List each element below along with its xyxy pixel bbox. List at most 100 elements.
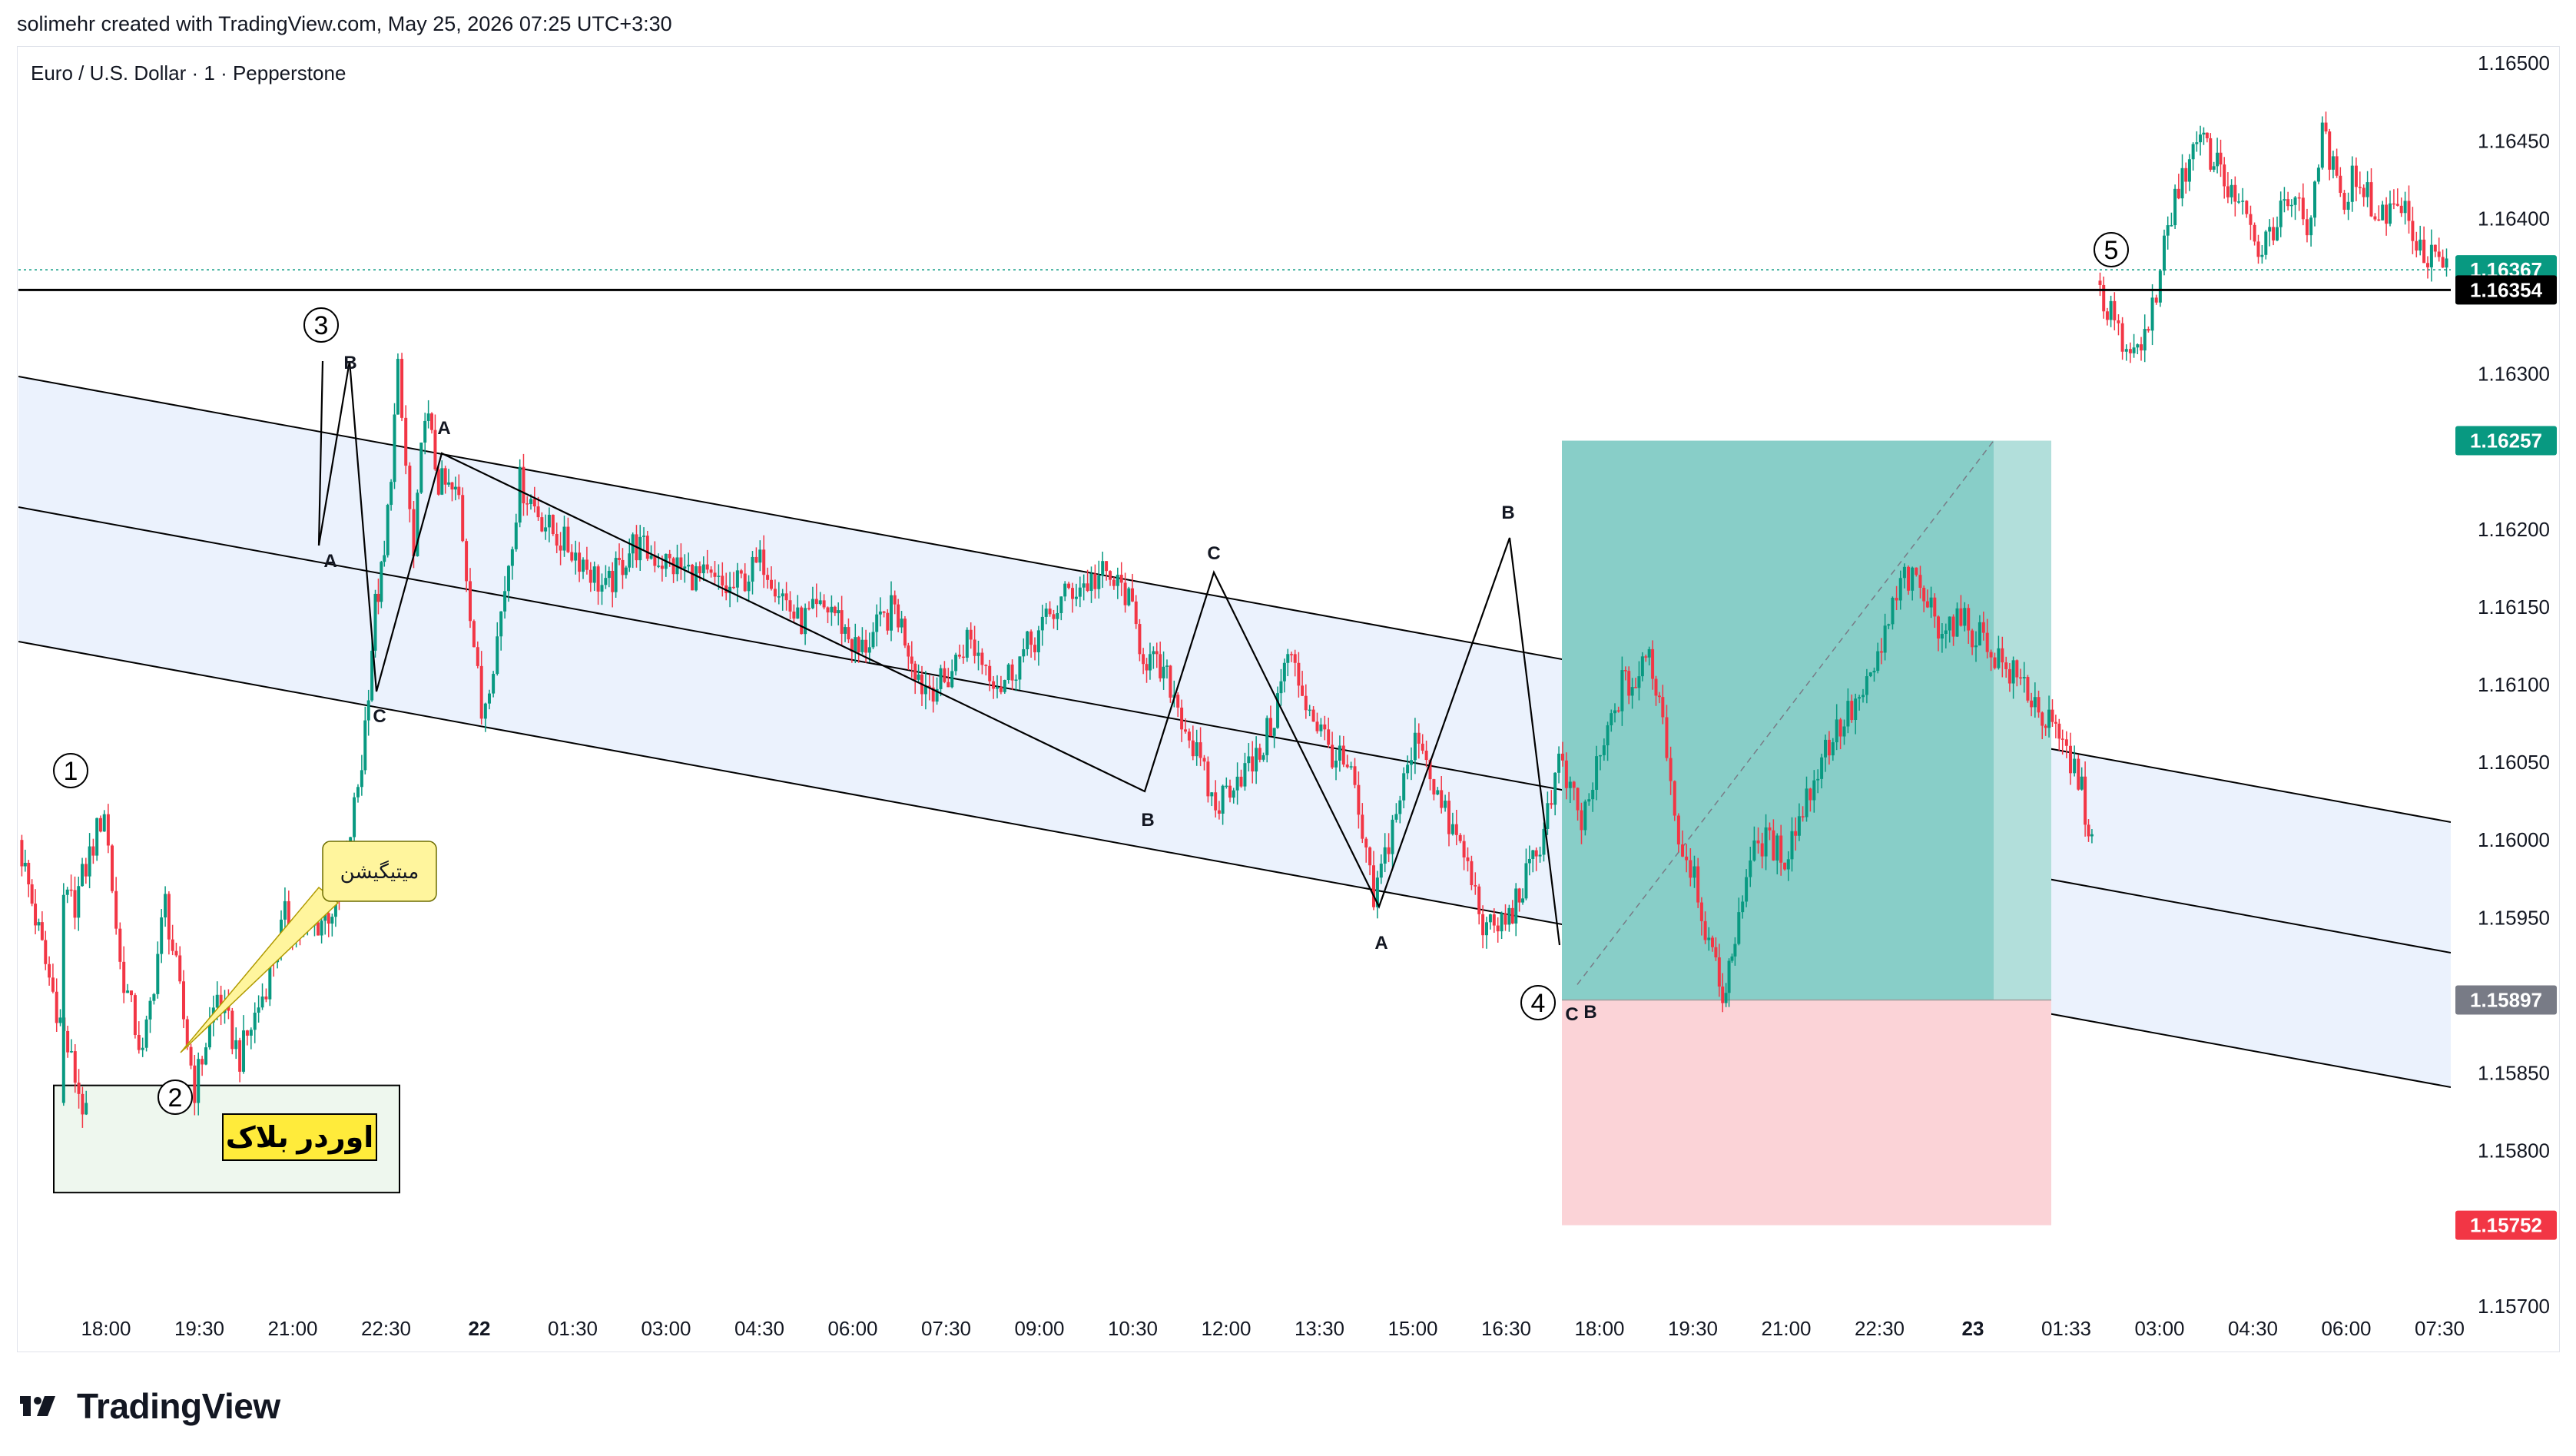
candle-body	[1868, 672, 1872, 677]
candle-body	[961, 656, 965, 658]
candle-body	[1613, 710, 1616, 714]
candle-body	[469, 581, 472, 622]
candle-body	[2437, 251, 2441, 257]
candle-body	[66, 1030, 70, 1053]
candle-body	[1485, 922, 1488, 936]
wave-label-1: 1	[64, 757, 78, 786]
candle-body	[1572, 781, 1576, 788]
candle-body	[137, 1035, 141, 1050]
candle-body	[1879, 651, 1883, 653]
candle-body	[483, 703, 487, 719]
abc-label-c: C	[373, 706, 386, 727]
candle-body	[73, 1051, 77, 1083]
time-axis-tick: 06:00	[2321, 1317, 2371, 1340]
candle-body	[592, 566, 596, 583]
wave-label-circle	[157, 1080, 193, 1115]
candle-body	[1152, 651, 1155, 655]
candle-body	[1368, 847, 1372, 866]
candle-body	[943, 668, 947, 682]
candle-body	[1940, 634, 1944, 639]
candle-body	[2230, 184, 2233, 197]
candle-body	[69, 1051, 73, 1053]
candle-body	[40, 922, 44, 940]
candle-body	[1180, 707, 1184, 730]
candle-body	[156, 954, 160, 994]
candle-body	[2328, 131, 2332, 170]
candle-body	[1323, 724, 1327, 730]
candle-body	[81, 864, 85, 887]
order-block-label: اوردر بلاک	[226, 1122, 374, 1155]
candle-body	[2177, 188, 2180, 199]
candle-body	[2117, 320, 2120, 323]
candle-body	[2272, 227, 2276, 240]
candle-body	[1623, 670, 1627, 672]
candle-body	[1760, 843, 1764, 857]
candle-body	[2105, 311, 2109, 320]
candle-body	[1454, 824, 1458, 835]
candle-body	[2226, 186, 2230, 197]
candle-body	[2098, 280, 2102, 285]
candle-body	[1402, 773, 1406, 801]
candle-body	[1865, 676, 1868, 695]
candle-body	[1225, 785, 1228, 788]
candle-body	[77, 886, 81, 918]
candle-body	[1450, 824, 1454, 834]
chart-frame	[17, 46, 2560, 1352]
tradingview-logo[interactable]: TradingView	[20, 1383, 280, 1429]
candle-body	[2339, 175, 2342, 193]
candle-body	[430, 413, 434, 430]
candle-body	[1876, 651, 1880, 672]
candle-body	[1235, 776, 1239, 791]
candle-body	[903, 619, 907, 646]
candle-body	[980, 652, 984, 665]
candle-body	[691, 565, 695, 591]
candle-body	[1210, 792, 1214, 797]
candle-body	[1978, 622, 1981, 646]
candle-body	[850, 639, 854, 652]
candle-body	[2030, 700, 2034, 708]
candle-body	[1010, 664, 1014, 681]
candle-body	[393, 414, 396, 483]
price-axis-tick: 1.16450	[2478, 129, 2550, 152]
candle-body	[2033, 697, 2037, 708]
price-axis-tick: 1.15950	[2478, 906, 2550, 929]
candle-body	[999, 686, 1003, 692]
candle-body	[1858, 697, 1862, 699]
candle-body	[2403, 201, 2407, 214]
long-position-loss-zone	[1562, 1000, 2051, 1225]
candle-body	[1510, 907, 1514, 924]
candle-body	[1657, 695, 1661, 698]
candle-body	[804, 608, 807, 635]
candle-body	[1089, 573, 1093, 592]
time-axis-tick: 22:30	[361, 1317, 411, 1340]
candle-body	[174, 950, 178, 956]
candle-body	[1044, 609, 1048, 617]
candle-body	[2381, 204, 2385, 221]
candle-body	[2212, 166, 2216, 170]
order-block-label-box	[222, 1113, 377, 1161]
candle-body	[1727, 960, 1731, 993]
symbol-title[interactable]: Euro / U.S. Dollar · 1 · Pepperstone	[31, 61, 346, 85]
candle-body	[126, 990, 130, 993]
candle-body	[1086, 583, 1089, 592]
candle-body	[1681, 844, 1685, 857]
candle-body	[2426, 263, 2429, 267]
candle-body	[1955, 608, 1959, 637]
candle-body	[88, 846, 91, 877]
candle-body	[133, 995, 137, 1036]
candle-body	[95, 818, 99, 856]
candle-body	[701, 564, 705, 574]
candle-body	[671, 558, 675, 575]
candle-body	[1985, 632, 1989, 652]
candle-body	[317, 922, 320, 936]
candle-body	[1891, 598, 1895, 625]
candle-body	[1602, 745, 1606, 755]
candle-body	[412, 509, 416, 556]
candle-body	[1145, 664, 1149, 671]
candle-body	[770, 579, 773, 589]
candle-body	[766, 575, 770, 580]
candle-body	[992, 681, 996, 689]
time-axis-tick: 22	[469, 1317, 491, 1340]
candle-body	[973, 639, 976, 656]
